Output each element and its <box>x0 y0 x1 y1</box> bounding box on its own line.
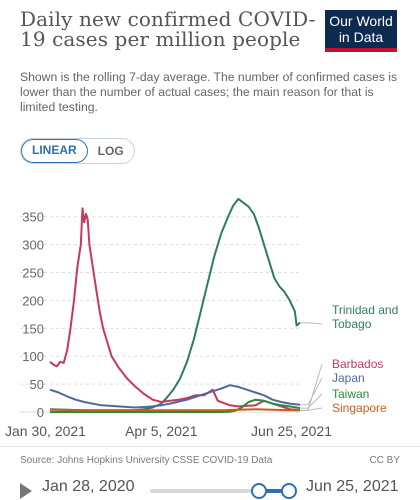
y-tick-label: 200 <box>22 293 44 308</box>
series-label-connector <box>300 363 323 411</box>
timeline-start-handle[interactable] <box>251 483 267 499</box>
timeline-end-date: Jun 25, 2021 <box>306 478 399 495</box>
y-tick-label: 300 <box>22 238 44 253</box>
x-tick-label: Jan 30, 2021 <box>5 423 86 439</box>
chart-title: Daily new confirmed COVID-19 cases per m… <box>20 7 316 51</box>
x-tick-label: Jun 25, 2021 <box>251 423 332 439</box>
y-tick-label: 350 <box>22 210 44 225</box>
series-label: Singapore <box>332 401 387 415</box>
play-icon[interactable] <box>20 483 32 499</box>
line-chart: 0 50 100 150 200 250 300 350 Jan 30, 2021 Apr 5, … <box>5 197 398 439</box>
log-scale-button[interactable]: LOG <box>97 144 124 158</box>
timeline: Jan 28, 2020 Jun 25, 2021 <box>0 475 420 500</box>
y-tick-label: 250 <box>22 266 44 281</box>
source-note: Source: Johns Hopkins University CSSE CO… <box>20 455 273 466</box>
series-label: Trinidad and <box>332 303 398 317</box>
owid-logo[interactable]: Our World in Data <box>325 10 397 52</box>
series-label: Tobago <box>332 317 372 331</box>
y-tick-label: 100 <box>22 349 44 364</box>
logo-line-1: Our World <box>329 13 393 29</box>
y-tick-label: 0 <box>37 405 44 420</box>
license-link[interactable]: CC BY <box>369 455 400 466</box>
series-label: Barbados <box>332 357 383 371</box>
y-tick-label: 50 <box>30 377 44 392</box>
series-label-connector <box>300 393 323 409</box>
y-tick-label: 150 <box>22 321 44 336</box>
series-line <box>49 207 301 412</box>
footer-divider <box>0 446 420 447</box>
x-tick-label: Apr 5, 2021 <box>125 423 198 439</box>
timeline-end-handle[interactable] <box>281 483 297 499</box>
timeline-start-date: Jan 28, 2020 <box>42 478 135 495</box>
series-label: Taiwan <box>332 387 369 401</box>
timeline-track[interactable] <box>150 489 295 493</box>
series-line <box>49 408 300 412</box>
series-line <box>49 384 301 409</box>
timeline-selected-range <box>260 489 290 493</box>
chart-subtitle: Shown is the rolling 7-day average. The … <box>20 70 398 114</box>
logo-line-2: in Data <box>338 29 384 45</box>
linear-scale-button[interactable]: LINEAR <box>21 139 88 163</box>
series-label-connector <box>300 377 323 406</box>
series-label: Japan <box>332 371 365 385</box>
series-label-connector <box>300 322 323 325</box>
logo-accent-bar <box>325 48 397 52</box>
series-label-connector <box>300 407 323 411</box>
scale-toggle[interactable]: LINEAR LOG <box>20 138 135 164</box>
series-line <box>50 398 301 413</box>
